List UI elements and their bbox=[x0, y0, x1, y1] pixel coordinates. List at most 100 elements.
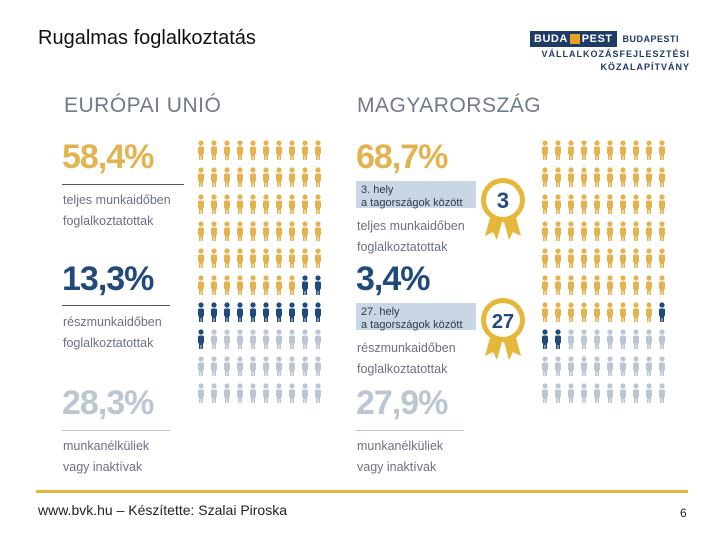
eu-inactive-rule bbox=[62, 430, 170, 431]
person-icon bbox=[315, 383, 321, 403]
rank-27-medal-icon: 27 bbox=[481, 298, 525, 360]
eu-part-time-label2: foglalkoztatottak bbox=[63, 336, 154, 350]
person-icon bbox=[633, 248, 639, 268]
person-icon bbox=[198, 221, 204, 241]
person-icon bbox=[198, 248, 204, 268]
person-icon bbox=[568, 383, 574, 403]
person-icon bbox=[620, 248, 626, 268]
person-icon bbox=[633, 221, 639, 241]
person-icon bbox=[250, 329, 256, 349]
person-icon bbox=[581, 167, 587, 187]
person-icon bbox=[302, 329, 308, 349]
person-icon bbox=[620, 221, 626, 241]
eu-inactive-label1: munkanélküliek bbox=[63, 439, 150, 453]
person-icon bbox=[620, 302, 626, 322]
person-icon bbox=[289, 329, 295, 349]
person-icon bbox=[659, 383, 665, 403]
eu-full-time-rule bbox=[62, 184, 184, 185]
person-icon bbox=[659, 356, 665, 376]
person-icon bbox=[224, 275, 230, 295]
person-icon bbox=[198, 275, 204, 295]
person-icon bbox=[659, 275, 665, 295]
person-icon bbox=[581, 194, 587, 214]
person-icon bbox=[315, 329, 321, 349]
person-icon bbox=[211, 302, 217, 322]
person-icon bbox=[302, 167, 308, 187]
person-icon bbox=[289, 302, 295, 322]
rank-3-medal-icon: 3 bbox=[481, 178, 525, 240]
hu-full-time-rank-text1: 3. hely bbox=[361, 184, 394, 196]
person-icon bbox=[276, 140, 282, 160]
person-icon bbox=[211, 356, 217, 376]
person-icon bbox=[633, 329, 639, 349]
person-icon bbox=[542, 248, 548, 268]
person-icon bbox=[607, 248, 613, 268]
footer-accent-line bbox=[36, 490, 688, 493]
person-icon bbox=[315, 194, 321, 214]
person-icon bbox=[620, 140, 626, 160]
person-icon bbox=[555, 275, 561, 295]
person-icon bbox=[607, 302, 613, 322]
person-icon bbox=[250, 167, 256, 187]
person-icon bbox=[581, 275, 587, 295]
person-icon bbox=[263, 302, 269, 322]
person-icon bbox=[633, 356, 639, 376]
logo-badge-left: BUDA bbox=[534, 33, 568, 45]
logo-line2: VÁLLALKOZÁSFEJLESZTÉSI bbox=[541, 49, 690, 59]
person-icon bbox=[659, 221, 665, 241]
hu-part-time-rank-box: 27. hely a tagországok között bbox=[356, 303, 476, 331]
person-icon bbox=[237, 302, 243, 322]
person-icon bbox=[224, 221, 230, 241]
person-icon bbox=[620, 356, 626, 376]
person-icon bbox=[594, 194, 600, 214]
eu-part-time-rule bbox=[62, 305, 170, 306]
person-icon bbox=[594, 275, 600, 295]
person-icon bbox=[607, 275, 613, 295]
person-icon bbox=[315, 248, 321, 268]
person-icon bbox=[302, 140, 308, 160]
person-icon bbox=[237, 221, 243, 241]
person-icon bbox=[211, 275, 217, 295]
person-icon bbox=[302, 302, 308, 322]
person-icon bbox=[607, 356, 613, 376]
person-icon bbox=[237, 275, 243, 295]
person-icon bbox=[289, 275, 295, 295]
person-icon bbox=[581, 248, 587, 268]
person-icon bbox=[276, 248, 282, 268]
person-icon bbox=[211, 221, 217, 241]
person-icon bbox=[263, 221, 269, 241]
person-icon bbox=[289, 194, 295, 214]
person-icon bbox=[237, 167, 243, 187]
person-icon bbox=[568, 329, 574, 349]
person-icon bbox=[276, 356, 282, 376]
person-icon bbox=[646, 329, 652, 349]
person-icon bbox=[646, 140, 652, 160]
person-icon bbox=[276, 329, 282, 349]
person-icon bbox=[594, 302, 600, 322]
person-icon bbox=[276, 167, 282, 187]
person-icon bbox=[607, 194, 613, 214]
person-icon bbox=[289, 140, 295, 160]
person-icon bbox=[237, 356, 243, 376]
person-icon bbox=[568, 194, 574, 214]
person-icon bbox=[276, 221, 282, 241]
hu-full-time-label1: teljes munkaidőben bbox=[357, 219, 465, 233]
hu-full-time-pct: 68,7% bbox=[356, 138, 448, 176]
person-icon bbox=[633, 140, 639, 160]
eu-full-time-label2: foglalkoztatottak bbox=[63, 214, 154, 228]
person-icon bbox=[289, 248, 295, 268]
person-icon bbox=[542, 329, 548, 349]
person-icon bbox=[211, 194, 217, 214]
person-icon bbox=[555, 248, 561, 268]
person-icon bbox=[646, 167, 652, 187]
person-icon bbox=[198, 356, 204, 376]
person-icon bbox=[315, 302, 321, 322]
eu-people-grid bbox=[198, 140, 321, 403]
person-icon bbox=[620, 194, 626, 214]
person-icon bbox=[224, 140, 230, 160]
person-icon bbox=[237, 329, 243, 349]
person-icon bbox=[263, 140, 269, 160]
person-icon bbox=[659, 194, 665, 214]
person-icon bbox=[607, 221, 613, 241]
person-icon bbox=[263, 356, 269, 376]
